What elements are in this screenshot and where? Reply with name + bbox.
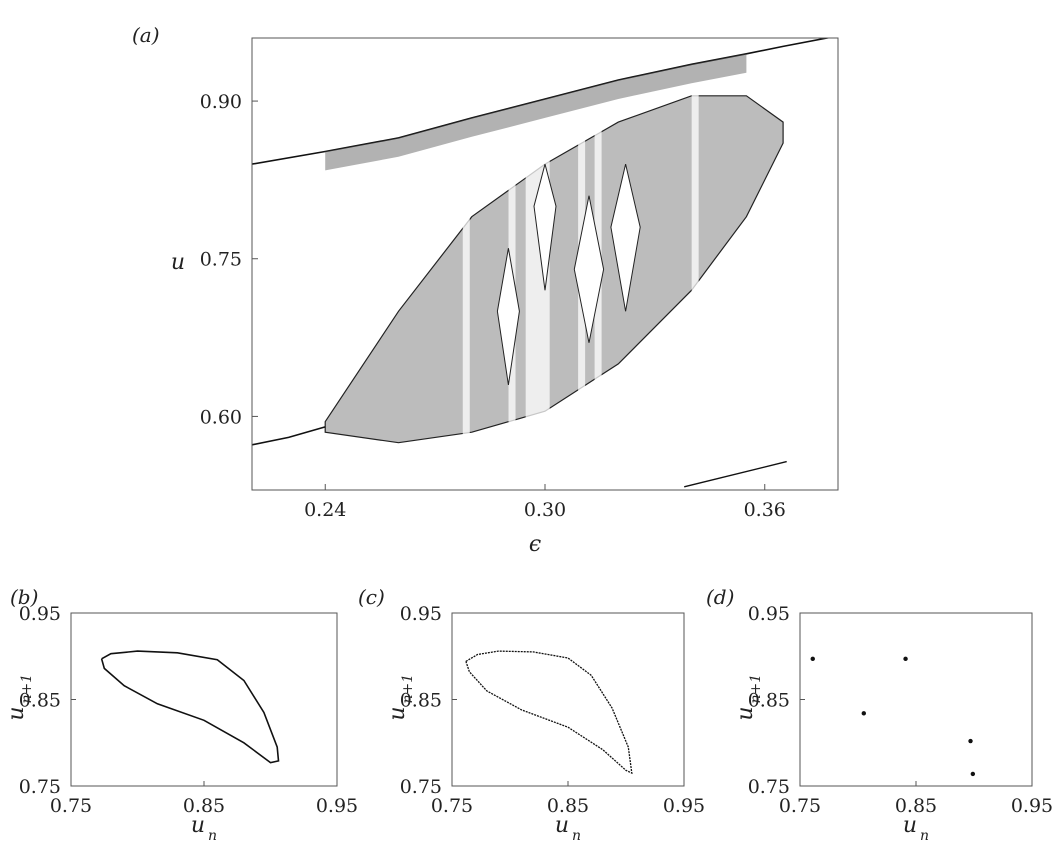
panel-a-ghost-line [684, 460, 787, 488]
panel-a-xlabel: ϵ [529, 532, 541, 557]
panel-d-ylabel: u [733, 706, 758, 720]
panel-b-ytick-label: 0.75 [19, 776, 61, 798]
panel-a-chaotic-band [324, 95, 784, 444]
panel-d-point [903, 656, 908, 662]
panel-c: 0.75 0.85 0.950.750.850.95(c)u nun+1 [358, 585, 705, 844]
panel-b-ylabel: u [4, 706, 29, 720]
panel-d-label: (d) [706, 585, 734, 609]
panel-c-frame [451, 612, 685, 787]
panel-b-ytick-label: 0.85 [19, 690, 61, 712]
panel-d-ytick-label: 0.95 [748, 603, 790, 625]
panel-d-xlabel: u [903, 813, 917, 838]
panel-c-xlabel: u [555, 813, 569, 838]
panel-c-xtick-label: 0.85 [547, 795, 589, 817]
panel-d-xtick-label: 0.85 [895, 795, 937, 817]
panel-a-periodic-window [462, 38, 470, 490]
panel-d-xtick-label: 0.95 [1011, 795, 1053, 817]
panel-d-ylabel-group: u n+1 [733, 674, 764, 721]
panel-a-window-loop [573, 195, 605, 343]
panel-c-ytick-label: 0.85 [400, 690, 442, 712]
panel-a-xtick-label: 0.36 [744, 499, 786, 521]
panel-b-xtick-label: 0.85 [183, 795, 225, 817]
panel-b-xlabel: u [191, 813, 205, 838]
panel-b-ytick-label: 0.95 [19, 603, 61, 625]
panel-b-label: (b) [10, 585, 38, 609]
panel-a-xtick-label: 0.24 [304, 499, 346, 521]
panel-c-ylabel-sub: n+1 [400, 674, 416, 704]
panel-d-point [968, 738, 973, 744]
panel-b: 0.75 0.85 0.950.750.850.95(b)u nun+1 [4, 585, 358, 844]
panel-b-xtick-label: 0.75 [50, 795, 92, 817]
panel-a-label: (a) [132, 23, 160, 47]
panel-d-point [810, 656, 815, 662]
panel-a-plot-area [252, 38, 832, 490]
panel-b-frame [70, 612, 338, 787]
panel-a-xtick-label: 0.30 [524, 499, 566, 521]
panel-d-point [861, 711, 866, 716]
panel-c-ylabel-group: u n+1 [385, 674, 416, 721]
panel-a-ytick-label: 0.75 [200, 249, 242, 271]
panel-b-ylabel-group: u n+1 [4, 674, 35, 721]
panel-d-xlabel-sub: n [920, 828, 929, 844]
panel-d: 0.75 0.85 0.950.750.850.95(d)u nun+1 [706, 585, 1053, 844]
panel-d-ytick-label: 0.75 [748, 776, 790, 798]
panel-c-invariant-loop [465, 650, 633, 775]
panel-c-ylabel: u [385, 706, 410, 720]
panel-a-lower-branch [252, 426, 326, 446]
panel-a-window-loop [496, 248, 520, 385]
panel-d-ylabel-sub: n+1 [748, 674, 764, 704]
panel-d-point [970, 771, 976, 777]
panel-c-ytick-label: 0.95 [400, 603, 442, 625]
panel-c-xlabel-sub: n [572, 828, 581, 844]
panel-a-upper-chaotic-band [325, 53, 747, 171]
panel-a-window-loop [533, 163, 557, 291]
panel-a-upper-branch [252, 38, 832, 165]
panel-b-xlabel-sub: n [208, 828, 217, 844]
panel-a-window-loop [610, 163, 641, 312]
panel-a-ylabel: u [171, 250, 185, 275]
panel-a-ytick-label: 0.90 [200, 91, 242, 113]
panel-c-ytick-label: 0.75 [400, 776, 442, 798]
panel-d-ytick-label: 0.85 [748, 690, 790, 712]
panel-b-invariant-loop [100, 650, 280, 764]
panel-b-xtick-label: 0.95 [316, 795, 358, 817]
panel-a-ytick-label: 0.60 [200, 406, 242, 428]
panel-b-ylabel-sub: n+1 [19, 674, 35, 704]
panel-c-xtick-label: 0.95 [663, 795, 705, 817]
panel-a-periodic-window [691, 38, 699, 490]
panel-c-label: (c) [358, 585, 385, 609]
panel-d-xtick-label: 0.75 [779, 795, 821, 817]
panel-a-periodic-window [508, 38, 516, 490]
panel-d-frame [799, 612, 1033, 787]
panel-c-xtick-label: 0.75 [431, 795, 473, 817]
panel-a: 0.24 0.30 0.36 0.60 0.75 0.90 (a) ϵ u [132, 23, 839, 557]
